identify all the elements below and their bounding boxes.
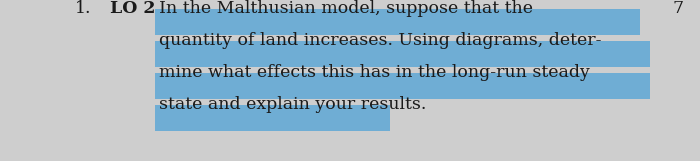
Bar xyxy=(155,9,640,35)
Text: mine what effects this has in the long-run steady: mine what effects this has in the long-r… xyxy=(159,64,590,81)
Bar xyxy=(155,105,390,131)
Text: 1.: 1. xyxy=(75,0,92,17)
Bar xyxy=(155,41,650,67)
Bar xyxy=(155,73,650,99)
Text: 7: 7 xyxy=(672,0,683,17)
Text: In the Malthusian model, suppose that the: In the Malthusian model, suppose that th… xyxy=(159,0,533,17)
Text: quantity of land increases. Using diagrams, deter-: quantity of land increases. Using diagra… xyxy=(159,32,601,49)
Text: LO 2: LO 2 xyxy=(110,0,155,17)
Text: state and explain your results.: state and explain your results. xyxy=(159,96,426,113)
